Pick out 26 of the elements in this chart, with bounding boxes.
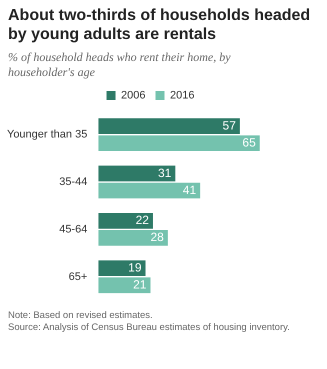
data-label: 41: [182, 182, 196, 197]
bar: [98, 213, 153, 229]
data-label: 31: [158, 166, 172, 180]
text: Note: Based on revised estimates.: [8, 310, 154, 322]
data-label: 28: [150, 230, 164, 244]
bar: [98, 135, 260, 152]
data-label: 22: [136, 213, 150, 228]
bar: [98, 166, 176, 182]
bar: [98, 260, 146, 276]
y-tick-label: 35-44: [59, 176, 88, 188]
y-tick-label: 45-64: [59, 223, 88, 236]
legend-label: 2006: [121, 90, 146, 102]
legend-label: 2016: [170, 90, 194, 102]
chart-title: About two-thirds of households headed by young adults are rentals: [8, 6, 312, 44]
source-note: Source: Analysis of Census Bureau estimates of housing inventory.: [8, 322, 291, 334]
bar: [98, 277, 150, 294]
data-label: 19: [128, 260, 142, 275]
bar: [98, 118, 240, 134]
data-label: 65: [242, 136, 256, 150]
y-tick-label: 65+: [68, 270, 88, 283]
bar: [98, 230, 168, 246]
y-tick-label: Younger than 35: [6, 128, 88, 141]
data-label: 57: [222, 118, 236, 132]
data-label: 21: [133, 278, 147, 292]
bar: [98, 182, 200, 198]
chart-subtitle: % of household heads who rent their home, by householder's age: [8, 50, 232, 80]
